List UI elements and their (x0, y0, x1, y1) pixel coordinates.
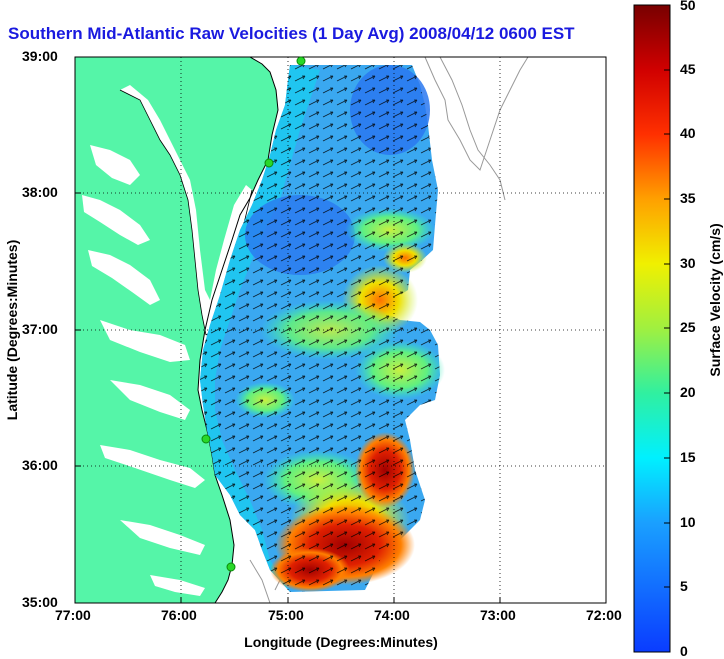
station-2-marker[interactable] (264, 158, 274, 168)
chesapeake-bay (120, 85, 252, 335)
y-tick-39: 39:00 (22, 48, 58, 64)
y-axis-label: Latitude (Degrees:Minutes) (4, 239, 20, 421)
y-tick-36: 36:00 (22, 457, 58, 473)
x-tick-77: 77:00 (55, 607, 91, 623)
colorbar-tick-0: 0 (680, 643, 688, 659)
x-tick-73: 73:00 (480, 607, 516, 623)
y-tick-37: 37:00 (22, 321, 58, 337)
colorbar-tick-5: 5 (680, 578, 688, 594)
map-title: Southern Mid-Atlantic Raw Velocities (1 … (8, 24, 575, 43)
station-3-marker[interactable] (201, 434, 211, 444)
x-axis-label: Longitude (Degrees:Minutes) (244, 634, 438, 650)
colorbar-tick-45: 45 (680, 61, 696, 77)
x-tick-76: 76:00 (161, 607, 197, 623)
x-tick-72: 72:00 (586, 607, 622, 623)
map-grid (75, 57, 606, 603)
colorbar-tick-35: 35 (680, 190, 696, 206)
colorbar-tick-50: 50 (680, 0, 696, 13)
y-tick-35: 35:00 (22, 594, 58, 610)
y-tick-38: 38:00 (22, 184, 58, 200)
colorbar-label: Surface Velocity (cm/s) (707, 223, 723, 377)
colorbar-tick-15: 15 (680, 449, 696, 465)
colorbar-tick-20: 20 (680, 384, 696, 400)
station-4-marker[interactable] (226, 562, 236, 572)
colorbar-tick-25: 25 (680, 319, 696, 335)
x-tick-74: 74:00 (374, 607, 410, 623)
colorbar-tick-30: 30 (680, 255, 696, 271)
colorbar-tick-10: 10 (680, 514, 696, 530)
station-1-marker[interactable] (296, 56, 306, 66)
x-tick-75: 75:00 (268, 607, 304, 623)
colorbar-tick-40: 40 (680, 125, 696, 141)
land-mass (75, 57, 278, 603)
